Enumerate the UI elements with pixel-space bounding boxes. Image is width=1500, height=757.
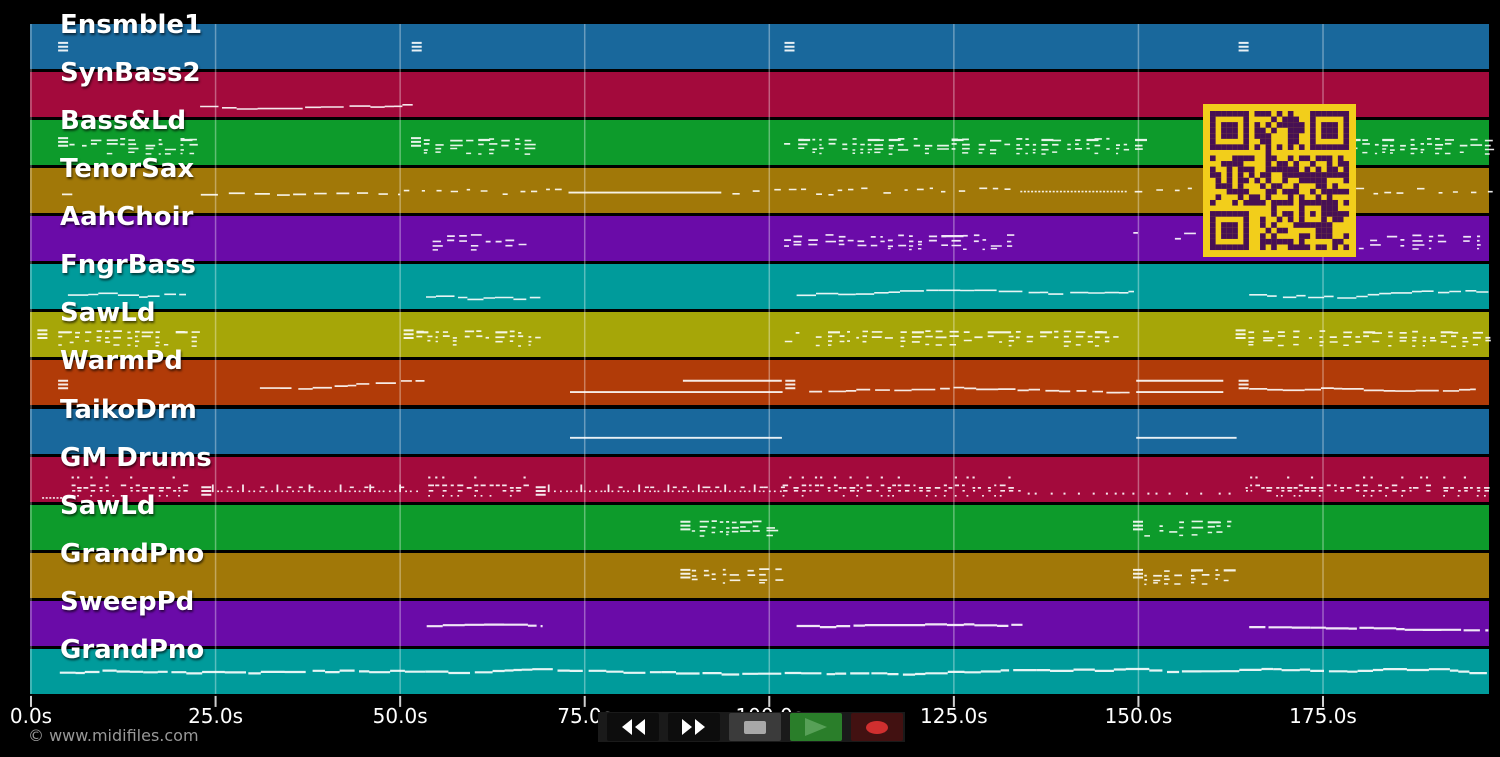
axis-tick-label: 50.0s xyxy=(372,704,428,728)
track-label: FngrBass xyxy=(60,250,197,281)
track-band xyxy=(30,360,1489,406)
axis-tick-label: 0.0s xyxy=(9,704,53,728)
track-label: AahChoir xyxy=(60,202,194,233)
track-label: Ensmble1 xyxy=(60,10,203,40)
qr-code-image xyxy=(1203,104,1356,257)
axis-tick-label: 175.0s xyxy=(1289,704,1357,728)
record-button[interactable] xyxy=(851,713,903,741)
track-label: GrandPno xyxy=(60,634,205,665)
rewind-icon xyxy=(622,719,645,735)
play-button[interactable] xyxy=(790,713,842,741)
track-label: SynBass2 xyxy=(60,58,201,89)
track-band xyxy=(30,648,1489,694)
record-icon xyxy=(866,720,888,734)
track-band xyxy=(30,456,1489,502)
track-band xyxy=(30,312,1489,358)
stop-button[interactable] xyxy=(729,713,781,741)
track-label: TenorSax xyxy=(60,154,195,185)
axis-tick-label: 125.0s xyxy=(920,704,988,728)
stop-icon xyxy=(744,720,766,734)
play-icon xyxy=(805,718,827,736)
qr-code xyxy=(1203,104,1356,257)
fast-forward-icon xyxy=(682,719,705,735)
track-label: GrandPno xyxy=(60,538,205,569)
transport-bar xyxy=(598,712,905,742)
axis-tick-label: 25.0s xyxy=(188,704,244,728)
track-band xyxy=(30,600,1489,646)
track-band xyxy=(30,552,1489,598)
track-label: Bass&Ld xyxy=(60,106,187,137)
track-label: SawLd xyxy=(60,298,156,329)
track-label: GM Drums xyxy=(60,442,212,473)
track-band xyxy=(30,408,1489,454)
track-label: SawLd xyxy=(60,490,156,521)
track-band xyxy=(30,24,1489,69)
track-label: SweepPd xyxy=(60,586,195,617)
track-label: WarmPd xyxy=(60,346,183,377)
track-band xyxy=(30,504,1489,550)
axis-tick-label: 150.0s xyxy=(1104,704,1173,728)
watermark: © www.midifiles.com xyxy=(28,726,199,745)
track-label: TaikoDrm xyxy=(60,394,197,425)
fast-forward-button[interactable] xyxy=(668,713,720,741)
rewind-button[interactable] xyxy=(607,713,659,741)
track-band xyxy=(30,264,1489,310)
